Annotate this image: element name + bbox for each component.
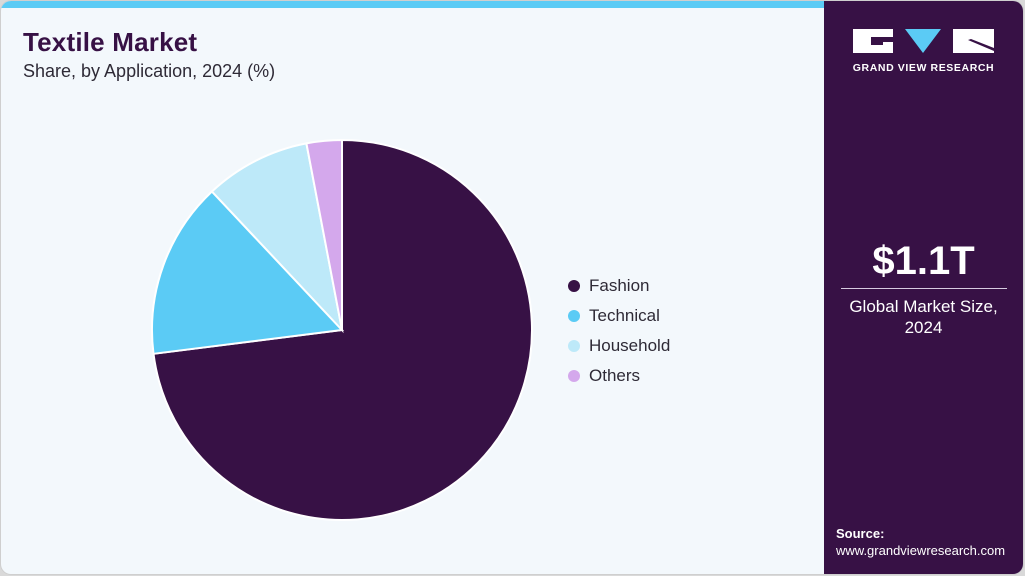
accent-top-bar <box>1 1 824 8</box>
legend-item-others: Others <box>568 361 670 391</box>
legend-item-household: Household <box>568 331 670 361</box>
legend-dot-icon <box>568 370 580 382</box>
logo-text: GRAND VIEW RESEARCH <box>852 62 995 74</box>
source-label: Source: <box>836 526 885 541</box>
pie-slice-technical <box>151 190 345 355</box>
chart-subtitle: Share, by Application, 2024 (%) <box>23 61 276 81</box>
legend-label: Technical <box>589 306 660 325</box>
legend-label: Others <box>589 366 641 385</box>
legend-dot-icon <box>568 340 580 352</box>
legend-item-fashion: Fashion <box>568 271 670 301</box>
pie-slice-household <box>210 142 344 334</box>
legend-label: Household <box>589 336 671 355</box>
chart-title: Textile Market <box>23 27 198 57</box>
caption-line-2: 2024 <box>904 318 943 337</box>
pie-slice-others <box>305 138 343 331</box>
legend-label: Fashion <box>589 276 650 295</box>
divider <box>841 288 1007 289</box>
legend-dot-icon <box>568 310 580 322</box>
caption-line-1: Global Market Size, <box>849 297 998 316</box>
market-size-value: $1.1T <box>872 239 975 283</box>
legend-item-technical: Technical <box>568 301 670 331</box>
chart-legend: Fashion Technical Household Others <box>568 271 670 391</box>
sidebar-panel: GRAND VIEW RESEARCH $1.1T Global Market … <box>824 1 1023 574</box>
source-link[interactable]: www.grandviewresearch.com <box>836 543 1006 558</box>
pie-chart <box>151 138 534 521</box>
market-size-caption: Global Market Size, 2024 <box>824 296 1023 338</box>
gvr-logo-icon <box>853 29 994 53</box>
legend-dot-icon <box>568 280 580 292</box>
